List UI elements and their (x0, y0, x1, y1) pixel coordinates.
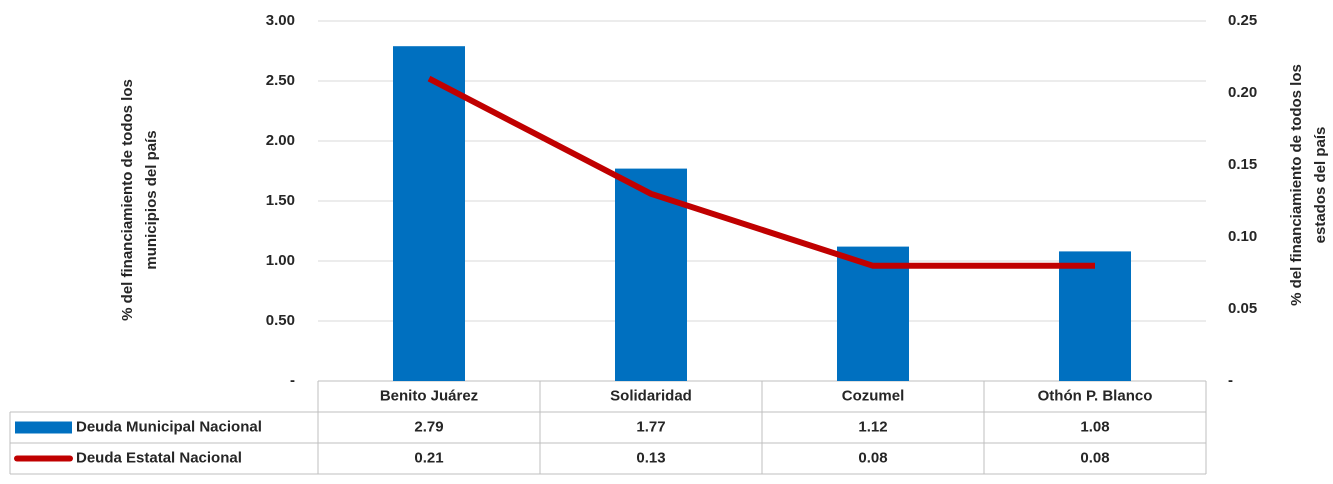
y2-tick-label: 0.20 (1228, 84, 1257, 101)
y-axis-label: % del financiamiento de todos los (119, 79, 136, 321)
table-value: 0.13 (636, 449, 665, 466)
y-axis-label: municipios del país (143, 130, 160, 269)
y-tick-label: 0.50 (266, 312, 295, 329)
legend-label: Deuda Municipal Nacional (76, 418, 262, 435)
y-tick-label: 2.50 (266, 72, 295, 89)
line (427, 75, 1095, 269)
table-value: 0.21 (414, 449, 443, 466)
table-value: 0.08 (858, 449, 887, 466)
y-tick-label: 2.00 (266, 132, 295, 149)
y2-tick-label: 0.25 (1228, 12, 1257, 29)
table-value: 0.08 (1080, 449, 1109, 466)
table-value: 1.08 (1080, 418, 1109, 435)
y-tick-label: 1.00 (266, 252, 295, 269)
y2-tick-label: 0.10 (1228, 228, 1257, 245)
y-tick-label: 1.50 (266, 192, 295, 209)
y-tick-label: - (290, 372, 295, 389)
y2-tick-label: - (1228, 372, 1233, 389)
y2-axis-label: estados del país (1312, 127, 1329, 244)
y2-tick-label: 0.15 (1228, 156, 1257, 173)
table-value: 1.12 (858, 418, 887, 435)
legend-swatch (15, 421, 72, 434)
y2-axis-label: % del financiamiento de todos los (1288, 64, 1305, 306)
x-tick-label: Cozumel (842, 387, 905, 404)
bar (837, 246, 909, 381)
bar (393, 46, 465, 381)
legend-label: Deuda Estatal Nacional (76, 449, 242, 466)
table-value: 1.77 (636, 418, 665, 435)
x-tick-label: Benito Juárez (380, 387, 478, 404)
y2-tick-label: 0.05 (1228, 300, 1257, 317)
y-tick-label: 3.00 (266, 12, 295, 29)
bar (1059, 251, 1131, 381)
table-value: 2.79 (414, 418, 443, 435)
x-tick-label: Othón P. Blanco (1038, 387, 1153, 404)
x-tick-label: Solidaridad (610, 387, 692, 404)
